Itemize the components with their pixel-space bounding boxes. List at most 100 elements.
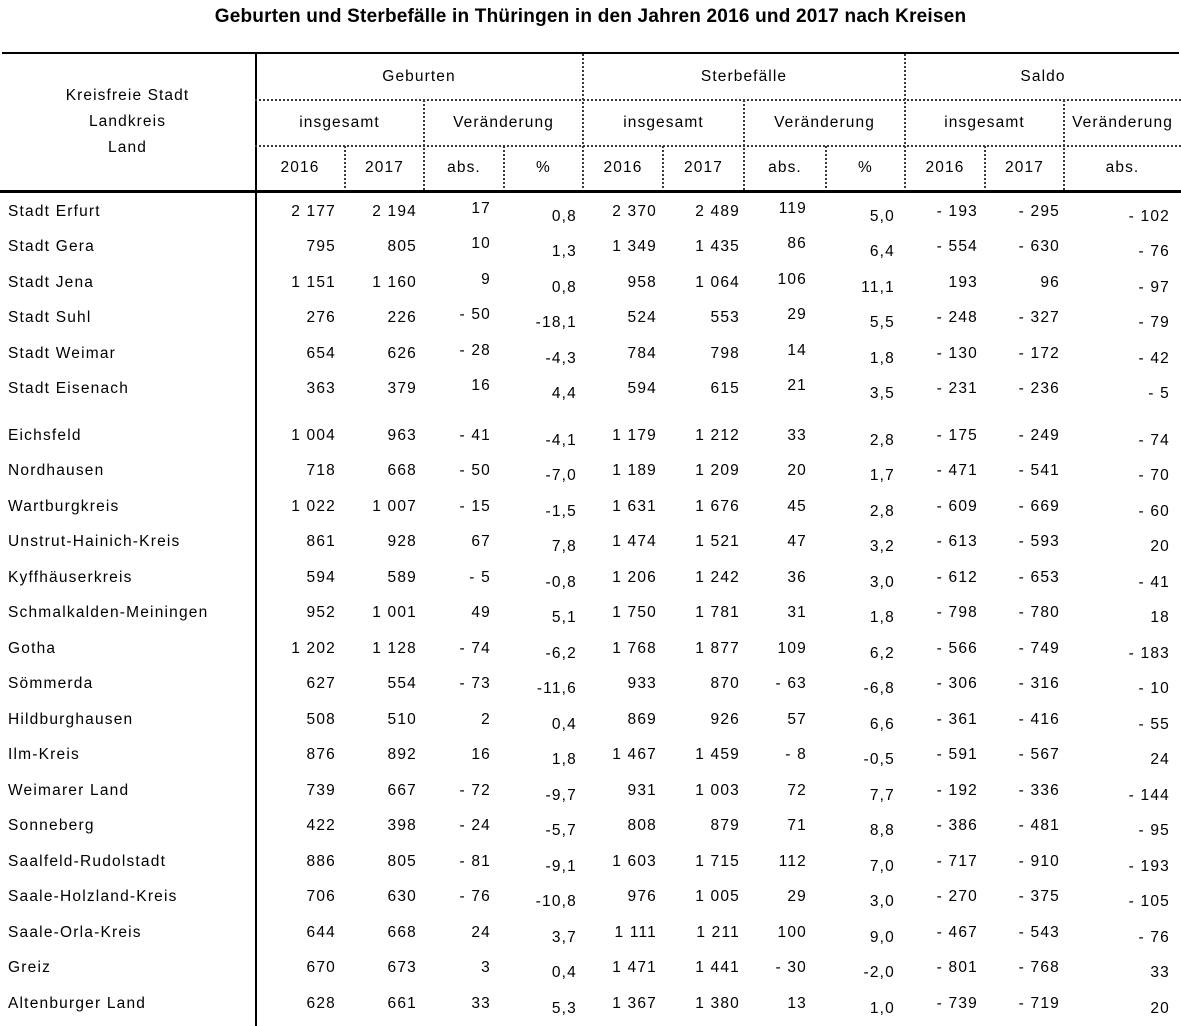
deaths-2017: 798 xyxy=(710,344,740,362)
births-2017: 554 xyxy=(387,675,417,693)
deaths-2016: 1 189 xyxy=(612,462,657,480)
balance-2016: - 130 xyxy=(936,344,978,362)
births-change-pct: -1,5 xyxy=(545,502,577,520)
subheader-sterbefaelle-veraenderung: Veränderung xyxy=(774,114,875,131)
balance-change-abs: - 76 xyxy=(1138,243,1170,261)
balance-2016: - 231 xyxy=(936,380,978,398)
deaths-change-abs: 45 xyxy=(787,497,807,515)
births-change-abs: - 50 xyxy=(459,306,491,324)
births-change-abs: - 73 xyxy=(459,675,491,693)
deaths-change-abs: 36 xyxy=(787,568,807,586)
district-name: Gotha xyxy=(8,639,57,657)
deaths-2016: 931 xyxy=(627,781,657,799)
row-header-line-1: Kreisfreie Stadt xyxy=(65,87,190,104)
balance-2016: - 717 xyxy=(936,852,978,870)
deaths-2016: 933 xyxy=(627,675,657,693)
balance-2016: - 270 xyxy=(936,888,978,906)
group-header-saldo: Saldo xyxy=(1020,68,1066,85)
table-row: Saale-Orla-Kreis 644 668 24 3,7 1 111 1 … xyxy=(0,915,1181,951)
births-2017: 2 194 xyxy=(372,202,417,220)
table-row: Stadt Suhl 276 226 - 50 -18,1 524 553 29… xyxy=(0,301,1181,337)
table-row: Stadt Erfurt 2 177 2 194 17 0,8 2 370 2 … xyxy=(0,194,1181,230)
deaths-change-pct: 1,8 xyxy=(869,349,895,367)
deaths-change-abs: 31 xyxy=(787,604,807,622)
births-change-abs: - 74 xyxy=(459,639,491,657)
deaths-change-pct: 1,8 xyxy=(869,609,895,627)
births-2016: 886 xyxy=(306,852,336,870)
deaths-2016: 1 603 xyxy=(612,852,657,870)
balance-2016: - 798 xyxy=(936,604,978,622)
deaths-2017: 1 676 xyxy=(695,497,740,515)
district-name: Sömmerda xyxy=(8,675,94,693)
births-2017: 1 128 xyxy=(372,639,417,657)
deaths-2016: 1 179 xyxy=(612,426,657,444)
births-2017: 805 xyxy=(387,852,417,870)
births-change-pct: 7,8 xyxy=(551,538,577,556)
deaths-change-pct: 6,6 xyxy=(869,715,895,733)
births-change-pct: -4,1 xyxy=(545,431,577,449)
births-change-abs: - 5 xyxy=(469,568,491,586)
deaths-2017: 1 242 xyxy=(695,568,740,586)
deaths-change-pct: 2,8 xyxy=(869,502,895,520)
district-name: Unstrut-Hainich-Kreis xyxy=(8,533,181,551)
deaths-change-abs: 57 xyxy=(787,710,807,728)
deaths-2016: 958 xyxy=(627,273,657,291)
balance-2016: - 248 xyxy=(936,309,978,327)
district-name: Nordhausen xyxy=(8,462,105,480)
births-change-pct: 5,1 xyxy=(551,609,577,627)
deaths-change-pct: 1,7 xyxy=(869,467,895,485)
balance-2017: - 780 xyxy=(1018,604,1060,622)
balance-change-abs: - 60 xyxy=(1138,502,1170,520)
deaths-2017: 1 459 xyxy=(695,746,740,764)
deaths-2016: 808 xyxy=(627,817,657,835)
births-2016: 628 xyxy=(306,994,336,1012)
births-change-pct: 1,3 xyxy=(551,243,577,261)
births-change-abs: 24 xyxy=(471,923,491,941)
table-row: Ilm-Kreis 876 892 16 1,8 1 467 1 459 - 8… xyxy=(0,738,1181,774)
births-2016: 670 xyxy=(306,959,336,977)
col-header-sterbefaelle-2017: 2017 xyxy=(684,159,723,176)
births-2017: 661 xyxy=(387,994,417,1012)
deaths-change-pct: 5,0 xyxy=(869,207,895,225)
district-name: Saalfeld-Rudolstadt xyxy=(8,852,167,870)
deaths-change-abs: 71 xyxy=(787,817,807,835)
row-header-line-2: Landkreis xyxy=(88,113,167,130)
births-2016: 594 xyxy=(306,568,336,586)
deaths-2017: 1 715 xyxy=(695,852,740,870)
deaths-2016: 1 111 xyxy=(614,923,657,941)
deaths-change-abs: 109 xyxy=(777,639,807,657)
subheader-geburten-insgesamt: insgesamt xyxy=(299,114,380,131)
balance-change-abs: - 70 xyxy=(1138,467,1170,485)
balance-2017: - 295 xyxy=(1018,202,1060,220)
balance-change-abs: - 74 xyxy=(1138,431,1170,449)
district-name: Stadt Erfurt xyxy=(8,202,101,220)
district-name: Wartburgkreis xyxy=(8,497,120,515)
births-2017: 398 xyxy=(387,817,417,835)
year-divider xyxy=(825,146,827,190)
header-bottom-rule xyxy=(0,190,1181,193)
deaths-2017: 1 003 xyxy=(695,781,740,799)
deaths-change-pct: 3,0 xyxy=(869,893,895,911)
deaths-change-pct: -6,8 xyxy=(863,680,895,698)
balance-change-abs: - 41 xyxy=(1138,573,1170,591)
births-2017: 963 xyxy=(387,426,417,444)
births-2016: 508 xyxy=(306,710,336,728)
district-name: Eichsfeld xyxy=(8,426,82,444)
deaths-change-abs: - 30 xyxy=(775,959,807,977)
births-change-pct: -11,6 xyxy=(536,680,577,698)
balance-change-abs: - 183 xyxy=(1128,644,1170,662)
balance-2016: - 613 xyxy=(936,533,978,551)
births-change-pct: -9,1 xyxy=(545,857,577,875)
balance-2017: - 669 xyxy=(1018,497,1060,515)
births-change-abs: - 50 xyxy=(459,462,491,480)
name-column-divider xyxy=(255,52,257,1026)
table-row: Stadt Jena 1 151 1 160 9 0,8 958 1 064 1… xyxy=(0,265,1181,301)
births-change-abs: 16 xyxy=(471,746,491,764)
col-header-geburten-pct: % xyxy=(536,159,551,176)
balance-change-abs: - 5 xyxy=(1148,385,1170,403)
balance-2017: - 749 xyxy=(1018,639,1060,657)
district-name: Stadt Jena xyxy=(8,273,95,291)
births-2017: 626 xyxy=(387,344,417,362)
births-change-pct: -5,7 xyxy=(545,822,577,840)
district-name: Stadt Eisenach xyxy=(8,380,130,398)
